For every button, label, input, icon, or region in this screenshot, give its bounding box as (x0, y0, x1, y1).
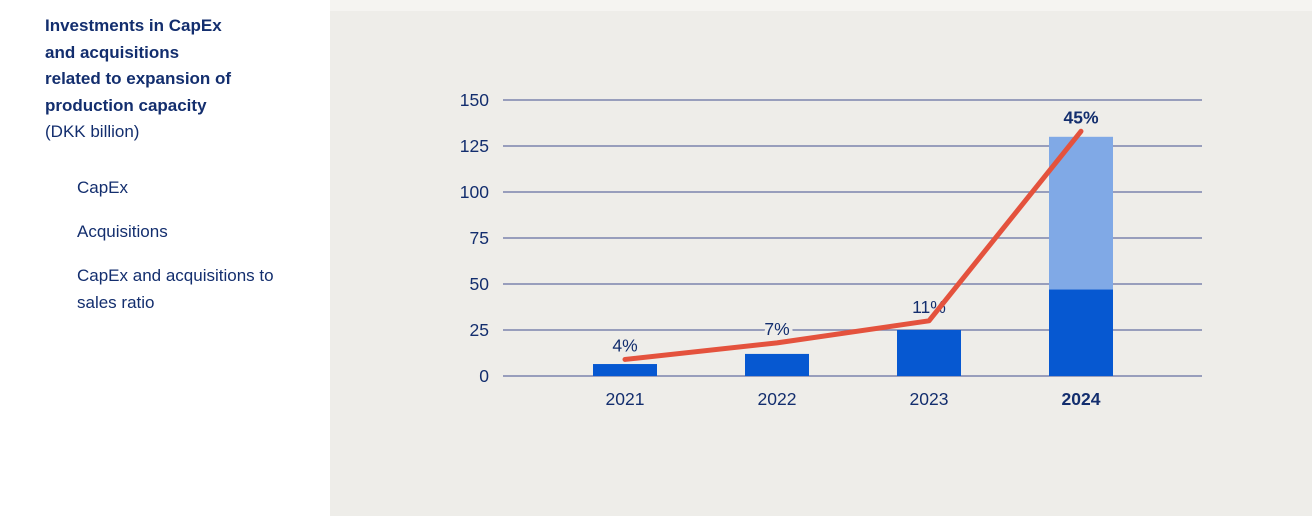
chart-canvas: 150 125 100 75 50 25 0 4% 7% 11% 45% 2021 2022 2023 20… (330, 0, 1312, 516)
y-tick-label-25: 25 (470, 320, 489, 340)
y-tick-label-0: 0 (479, 366, 489, 386)
y-tick-label-75: 75 (470, 228, 489, 248)
chart-info-panel: Investments in CapEx and acquisitions re… (0, 0, 330, 516)
chart-title-line: related to expansion of (45, 69, 232, 88)
legend-item-ratio: CapEx and acquisitions to sales ratio (44, 262, 304, 316)
top-strip (330, 0, 1312, 11)
chart-title-line: and acquisitions (45, 42, 180, 62)
ratio-line (622, 128, 1084, 362)
legend-label-ratio: CapEx and acquisitions to sales ratio (77, 266, 274, 312)
legend-label-capex: CapEx (77, 178, 129, 197)
bar-capex-2024 (1049, 289, 1113, 376)
chart-title: Investments in CapEx and acquisitions re… (45, 13, 300, 146)
y-tick-label-125: 125 (460, 136, 489, 156)
ratio-label-2021: 4% (612, 335, 637, 355)
bar-capex-2021 (593, 364, 657, 376)
legend: CapEx Acquisitions CapEx and acquisition… (44, 174, 304, 316)
chart-title-line: production capacity (45, 95, 207, 115)
ratio-label-2024: 45% (1063, 107, 1098, 127)
legend-item-acquisitions: Acquisitions (44, 218, 304, 245)
ratio-label-2022: 7% (764, 319, 789, 339)
bar-capex-2022 (745, 353, 809, 376)
chart-area: 150 125 100 75 50 25 0 4% 7% 11% 45% 2021 2022 2023 20… (330, 0, 1312, 516)
x-tick-label-2024: 2024 (1062, 389, 1101, 409)
x-tick-label-2023: 2023 (910, 389, 949, 409)
bar-capex-2023 (897, 330, 961, 376)
chart-title-line: Investments in CapEx (45, 16, 222, 35)
x-tick-label-2021: 2021 (606, 389, 645, 409)
chart-unit-label: (DKK billion) (45, 122, 140, 141)
y-tick-label-150: 150 (460, 90, 489, 110)
bar-acquisitions-2024 (1049, 136, 1113, 290)
y-tick-label-50: 50 (470, 274, 490, 294)
y-tick-label-100: 100 (460, 182, 489, 202)
legend-label-acquisitions: Acquisitions (77, 222, 168, 241)
x-tick-label-2022: 2022 (758, 389, 797, 409)
legend-item-capex: CapEx (44, 174, 304, 201)
